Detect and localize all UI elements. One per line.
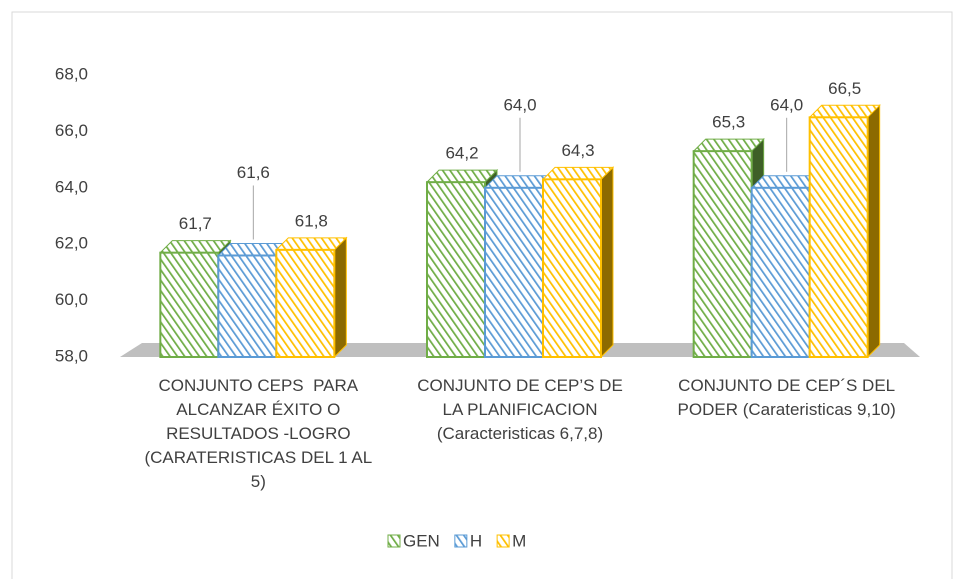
- value-label: 64,3: [561, 141, 594, 160]
- y-tick-label: 60,0: [55, 290, 88, 309]
- value-label: 61,7: [179, 214, 212, 233]
- bar: [750, 186, 811, 358]
- legend-label: GEN: [403, 531, 440, 550]
- legend-label: M: [512, 531, 526, 550]
- bar: [159, 251, 220, 358]
- bar: [217, 254, 278, 358]
- bar-top: [541, 166, 615, 180]
- bar-top: [425, 169, 499, 183]
- legend-swatch: [387, 534, 401, 548]
- bar-top: [275, 237, 348, 251]
- chart-border: [11, 11, 953, 579]
- bar: [484, 186, 544, 358]
- bar-top: [808, 104, 881, 118]
- legend-swatch: [496, 534, 510, 548]
- x-tick-label: CONJUNTO CEPS PARA ALCANZAR ÉXITO O RESU…: [144, 376, 377, 491]
- y-tick-label: 68,0: [55, 64, 88, 83]
- bar-top: [159, 240, 232, 254]
- y-tick-label: 66,0: [55, 121, 88, 140]
- x-tick-label: CONJUNTO DE CEP´S DEL PODER (Carateristi…: [677, 376, 900, 419]
- value-label: 66,5: [828, 79, 861, 98]
- bar-side: [600, 166, 614, 359]
- value-label: 64,0: [503, 95, 536, 114]
- y-tick-label: 62,0: [55, 234, 88, 253]
- legend-label: H: [470, 531, 482, 550]
- value-label: 61,6: [237, 163, 270, 182]
- legend-swatch: [454, 534, 468, 548]
- value-label: 64,0: [770, 95, 803, 114]
- bar-top: [692, 138, 765, 152]
- value-label: 65,3: [712, 113, 745, 132]
- y-tick-label: 58,0: [55, 346, 88, 365]
- value-label: 64,2: [445, 144, 478, 163]
- bar: [692, 150, 753, 358]
- value-label: 61,8: [295, 211, 328, 230]
- bar-side: [867, 104, 881, 359]
- bar: [426, 181, 486, 358]
- bar: [542, 178, 602, 358]
- x-tick-label: CONJUNTO DE CEP’S DE LA PLANIFICACION (C…: [417, 376, 628, 443]
- bar: [808, 116, 869, 358]
- bar: [275, 248, 336, 358]
- bar-side: [333, 236, 347, 359]
- y-tick-label: 64,0: [55, 177, 88, 196]
